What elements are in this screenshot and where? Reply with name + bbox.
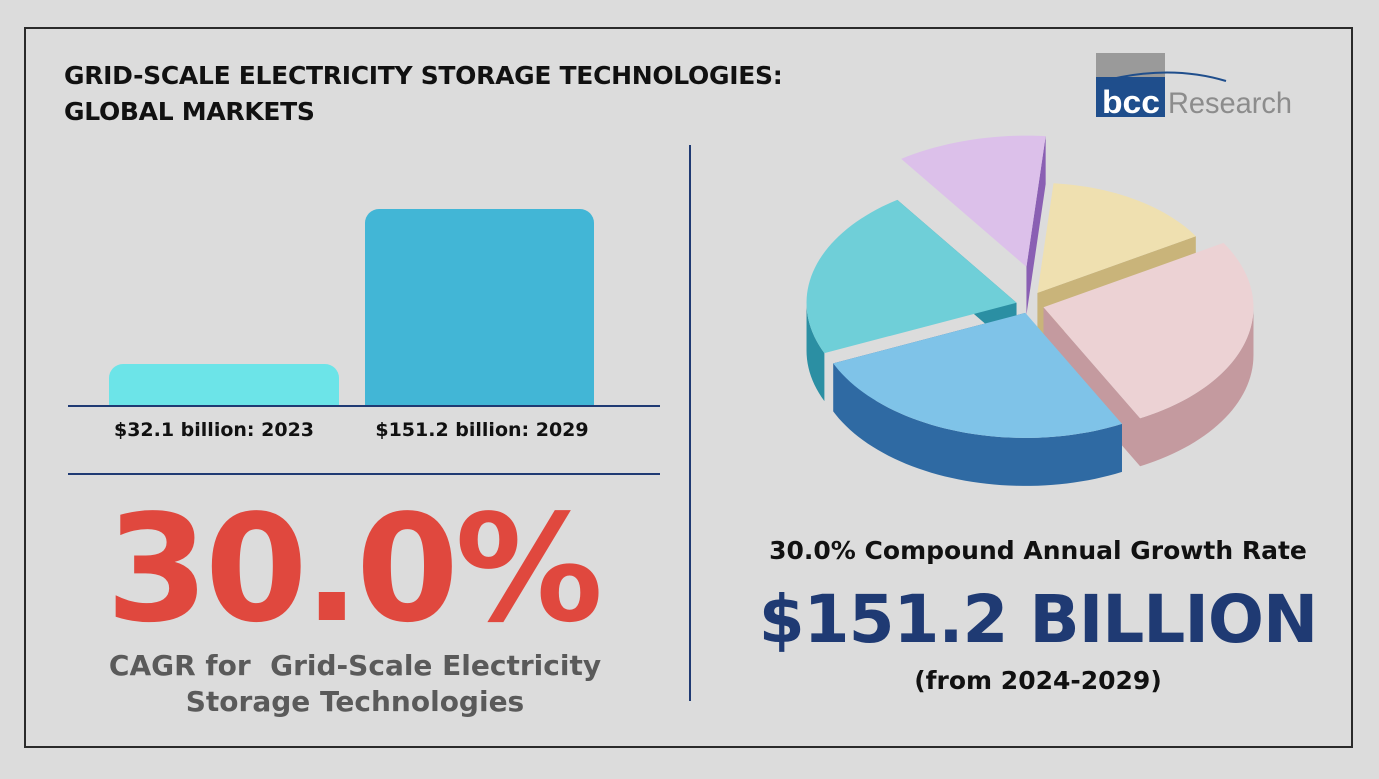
bar-baseline bbox=[68, 405, 660, 407]
pie-slice-top bbox=[1037, 183, 1196, 293]
logo-mark: bcc bbox=[1102, 84, 1160, 119]
pie-slice-top bbox=[833, 312, 1122, 438]
vertical-divider bbox=[689, 145, 691, 701]
bar-label-2023: $32.1 billion: 2023 bbox=[113, 419, 315, 441]
cagr-caption-line-1: CAGR for Grid-Scale Electricity bbox=[108, 649, 602, 682]
pie-slice-top bbox=[1043, 242, 1254, 419]
pie-illustration bbox=[806, 135, 1254, 486]
cagr-caption: CAGR for Grid-Scale Electricity Storage … bbox=[70, 648, 640, 720]
bar-2023 bbox=[109, 364, 339, 406]
growth-rate-text: 30.0% Compound Annual Growth Rate bbox=[769, 536, 1307, 565]
pie-slice-top bbox=[901, 135, 1046, 267]
title-line-1: GRID-SCALE ELECTRICITY STORAGE TECHNOLOG… bbox=[64, 61, 783, 90]
bar-2029 bbox=[365, 209, 594, 406]
forecast-period: (from 2024-2029) bbox=[914, 666, 1162, 695]
pie-slice-side bbox=[1026, 136, 1046, 315]
bcc-research-logo: bcc Research bbox=[1096, 53, 1292, 119]
cagr-value: 30.0% bbox=[105, 483, 603, 655]
section-divider bbox=[68, 473, 660, 475]
cagr-caption-line-2: Storage Technologies bbox=[185, 685, 525, 718]
page-title: GRID-SCALE ELECTRICITY STORAGE TECHNOLOG… bbox=[64, 58, 783, 130]
infographic-frame bbox=[24, 27, 1353, 748]
title-line-2: GLOBAL MARKETS bbox=[64, 97, 315, 126]
market-value: $151.2 BILLION bbox=[758, 581, 1319, 658]
pie-slice-top bbox=[806, 199, 1017, 354]
logo-word: Research bbox=[1168, 87, 1292, 119]
pie-slice-side bbox=[1043, 307, 1254, 467]
bar-label-2029: $151.2 billion: 2029 bbox=[375, 419, 589, 441]
